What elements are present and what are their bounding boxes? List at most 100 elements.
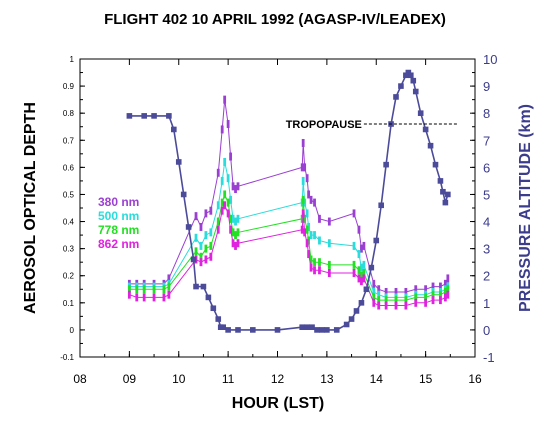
left-tick-label: 0.4 xyxy=(63,218,75,227)
optical-depth-point xyxy=(404,301,408,310)
optical-depth-point xyxy=(199,258,203,267)
series-line xyxy=(129,161,449,298)
optical-depth-point xyxy=(209,241,213,250)
optical-depth-point xyxy=(303,214,307,223)
altitude-point xyxy=(171,126,177,133)
altitude-point xyxy=(225,327,231,333)
altitude-point xyxy=(205,294,212,301)
altitude-point xyxy=(373,237,380,244)
optical-depth-point xyxy=(162,285,166,294)
optical-depth-point xyxy=(216,201,220,210)
altitude-point xyxy=(299,324,305,330)
optical-depth-point xyxy=(226,209,230,218)
series-2 xyxy=(127,190,450,305)
altitude-point xyxy=(358,300,365,306)
optical-depth-point xyxy=(231,214,235,223)
left-tick-label: 0.8 xyxy=(63,109,75,118)
altitude-point xyxy=(398,83,404,89)
altitude-point xyxy=(215,316,222,322)
optical-depth-point xyxy=(236,239,240,248)
left-tick-label: 0.5 xyxy=(63,190,75,199)
optical-depth-point xyxy=(352,241,356,250)
altitude-point xyxy=(304,324,310,330)
optical-depth-point xyxy=(394,287,398,296)
altitude-point xyxy=(175,159,182,165)
optical-depth-point xyxy=(234,241,237,250)
optical-depth-point xyxy=(352,209,356,218)
x-tick-label: 12 xyxy=(271,372,285,386)
optical-depth-point xyxy=(152,285,156,294)
left-tick-label: 0 xyxy=(70,326,75,335)
optical-depth-point xyxy=(142,285,146,294)
optical-depth-point xyxy=(300,225,304,234)
optical-depth-point xyxy=(384,287,388,296)
optical-depth-point xyxy=(229,152,232,161)
optical-depth-point xyxy=(307,250,311,259)
right-tick-label: 1 xyxy=(483,296,490,311)
optical-depth-point xyxy=(135,293,139,302)
optical-depth-point xyxy=(199,222,203,231)
optical-depth-point xyxy=(362,274,366,283)
left-tick-label: 0.7 xyxy=(63,136,75,145)
legend-entry-380: 380 nm xyxy=(98,195,139,209)
altitude-point xyxy=(324,327,330,333)
altitude-point xyxy=(274,327,281,333)
optical-depth-point xyxy=(231,239,235,248)
optical-depth-point xyxy=(220,176,224,185)
optical-depth-point xyxy=(305,225,309,234)
optical-depth-point xyxy=(229,195,232,204)
optical-depth-point xyxy=(394,301,398,310)
legend: 380 nm 500 nm 778 nm 862 nm xyxy=(98,195,139,251)
optical-depth-point xyxy=(162,293,166,302)
optical-depth-point xyxy=(194,212,198,221)
optical-depth-point xyxy=(439,296,442,305)
optical-depth-point xyxy=(424,298,428,307)
optical-depth-point xyxy=(301,138,305,147)
altitude-point xyxy=(166,113,172,119)
optical-depth-point xyxy=(439,282,442,291)
optical-depth-point xyxy=(234,185,237,194)
optical-depth-point xyxy=(357,250,361,259)
optical-depth-point xyxy=(362,241,366,250)
optical-depth-point xyxy=(360,271,363,280)
altitude-point xyxy=(410,77,417,84)
legend-entry-862: 862 nm xyxy=(98,237,139,251)
optical-depth-point xyxy=(236,228,240,237)
optical-depth-point xyxy=(360,277,363,286)
altitude-point xyxy=(151,113,157,119)
optical-depth-point xyxy=(327,217,331,226)
optical-depth-point xyxy=(309,255,313,264)
optical-depth-point xyxy=(127,285,131,294)
optical-depth-point xyxy=(231,182,235,191)
optical-depth-point xyxy=(384,301,388,310)
right-tick-label: 0 xyxy=(483,323,490,338)
altitude-point xyxy=(353,308,360,314)
x-axis-label: HOUR (LST) xyxy=(232,395,324,412)
optical-depth-point xyxy=(443,287,447,296)
optical-depth-point xyxy=(443,279,447,288)
optical-depth-point xyxy=(352,260,356,269)
altitude-point xyxy=(235,327,241,333)
altitude-point xyxy=(314,327,320,333)
optical-depth-point xyxy=(226,174,230,183)
optical-depth-point xyxy=(204,231,208,240)
optical-depth-point xyxy=(414,298,418,307)
optical-depth-point xyxy=(167,274,171,283)
optical-depth-point xyxy=(204,244,208,253)
altitude-point xyxy=(437,178,444,184)
optical-depth-point xyxy=(226,120,230,129)
optical-depth-point xyxy=(209,252,213,261)
optical-depth-point xyxy=(236,214,240,223)
optical-depth-point xyxy=(377,290,381,299)
x-tick-label: 14 xyxy=(370,372,384,386)
right-tick-label: -1 xyxy=(483,350,495,365)
optical-depth-point xyxy=(404,287,408,296)
optical-depth-point xyxy=(216,225,220,234)
right-tick-label: 6 xyxy=(483,160,490,175)
x-tick-label: 09 xyxy=(123,372,137,386)
altitude-point xyxy=(343,321,350,328)
left-tick-label: 1 xyxy=(70,55,75,64)
x-axis-ticks: 08 09 10 11 12 13 14 15 16 xyxy=(73,59,482,386)
optical-depth-point xyxy=(443,293,447,302)
optical-depth-point xyxy=(414,285,418,294)
